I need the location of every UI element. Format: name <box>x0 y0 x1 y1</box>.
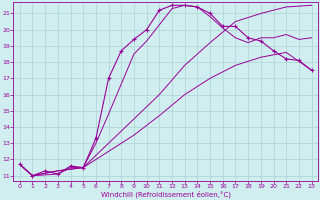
X-axis label: Windchill (Refroidissement éolien,°C): Windchill (Refroidissement éolien,°C) <box>101 190 231 198</box>
